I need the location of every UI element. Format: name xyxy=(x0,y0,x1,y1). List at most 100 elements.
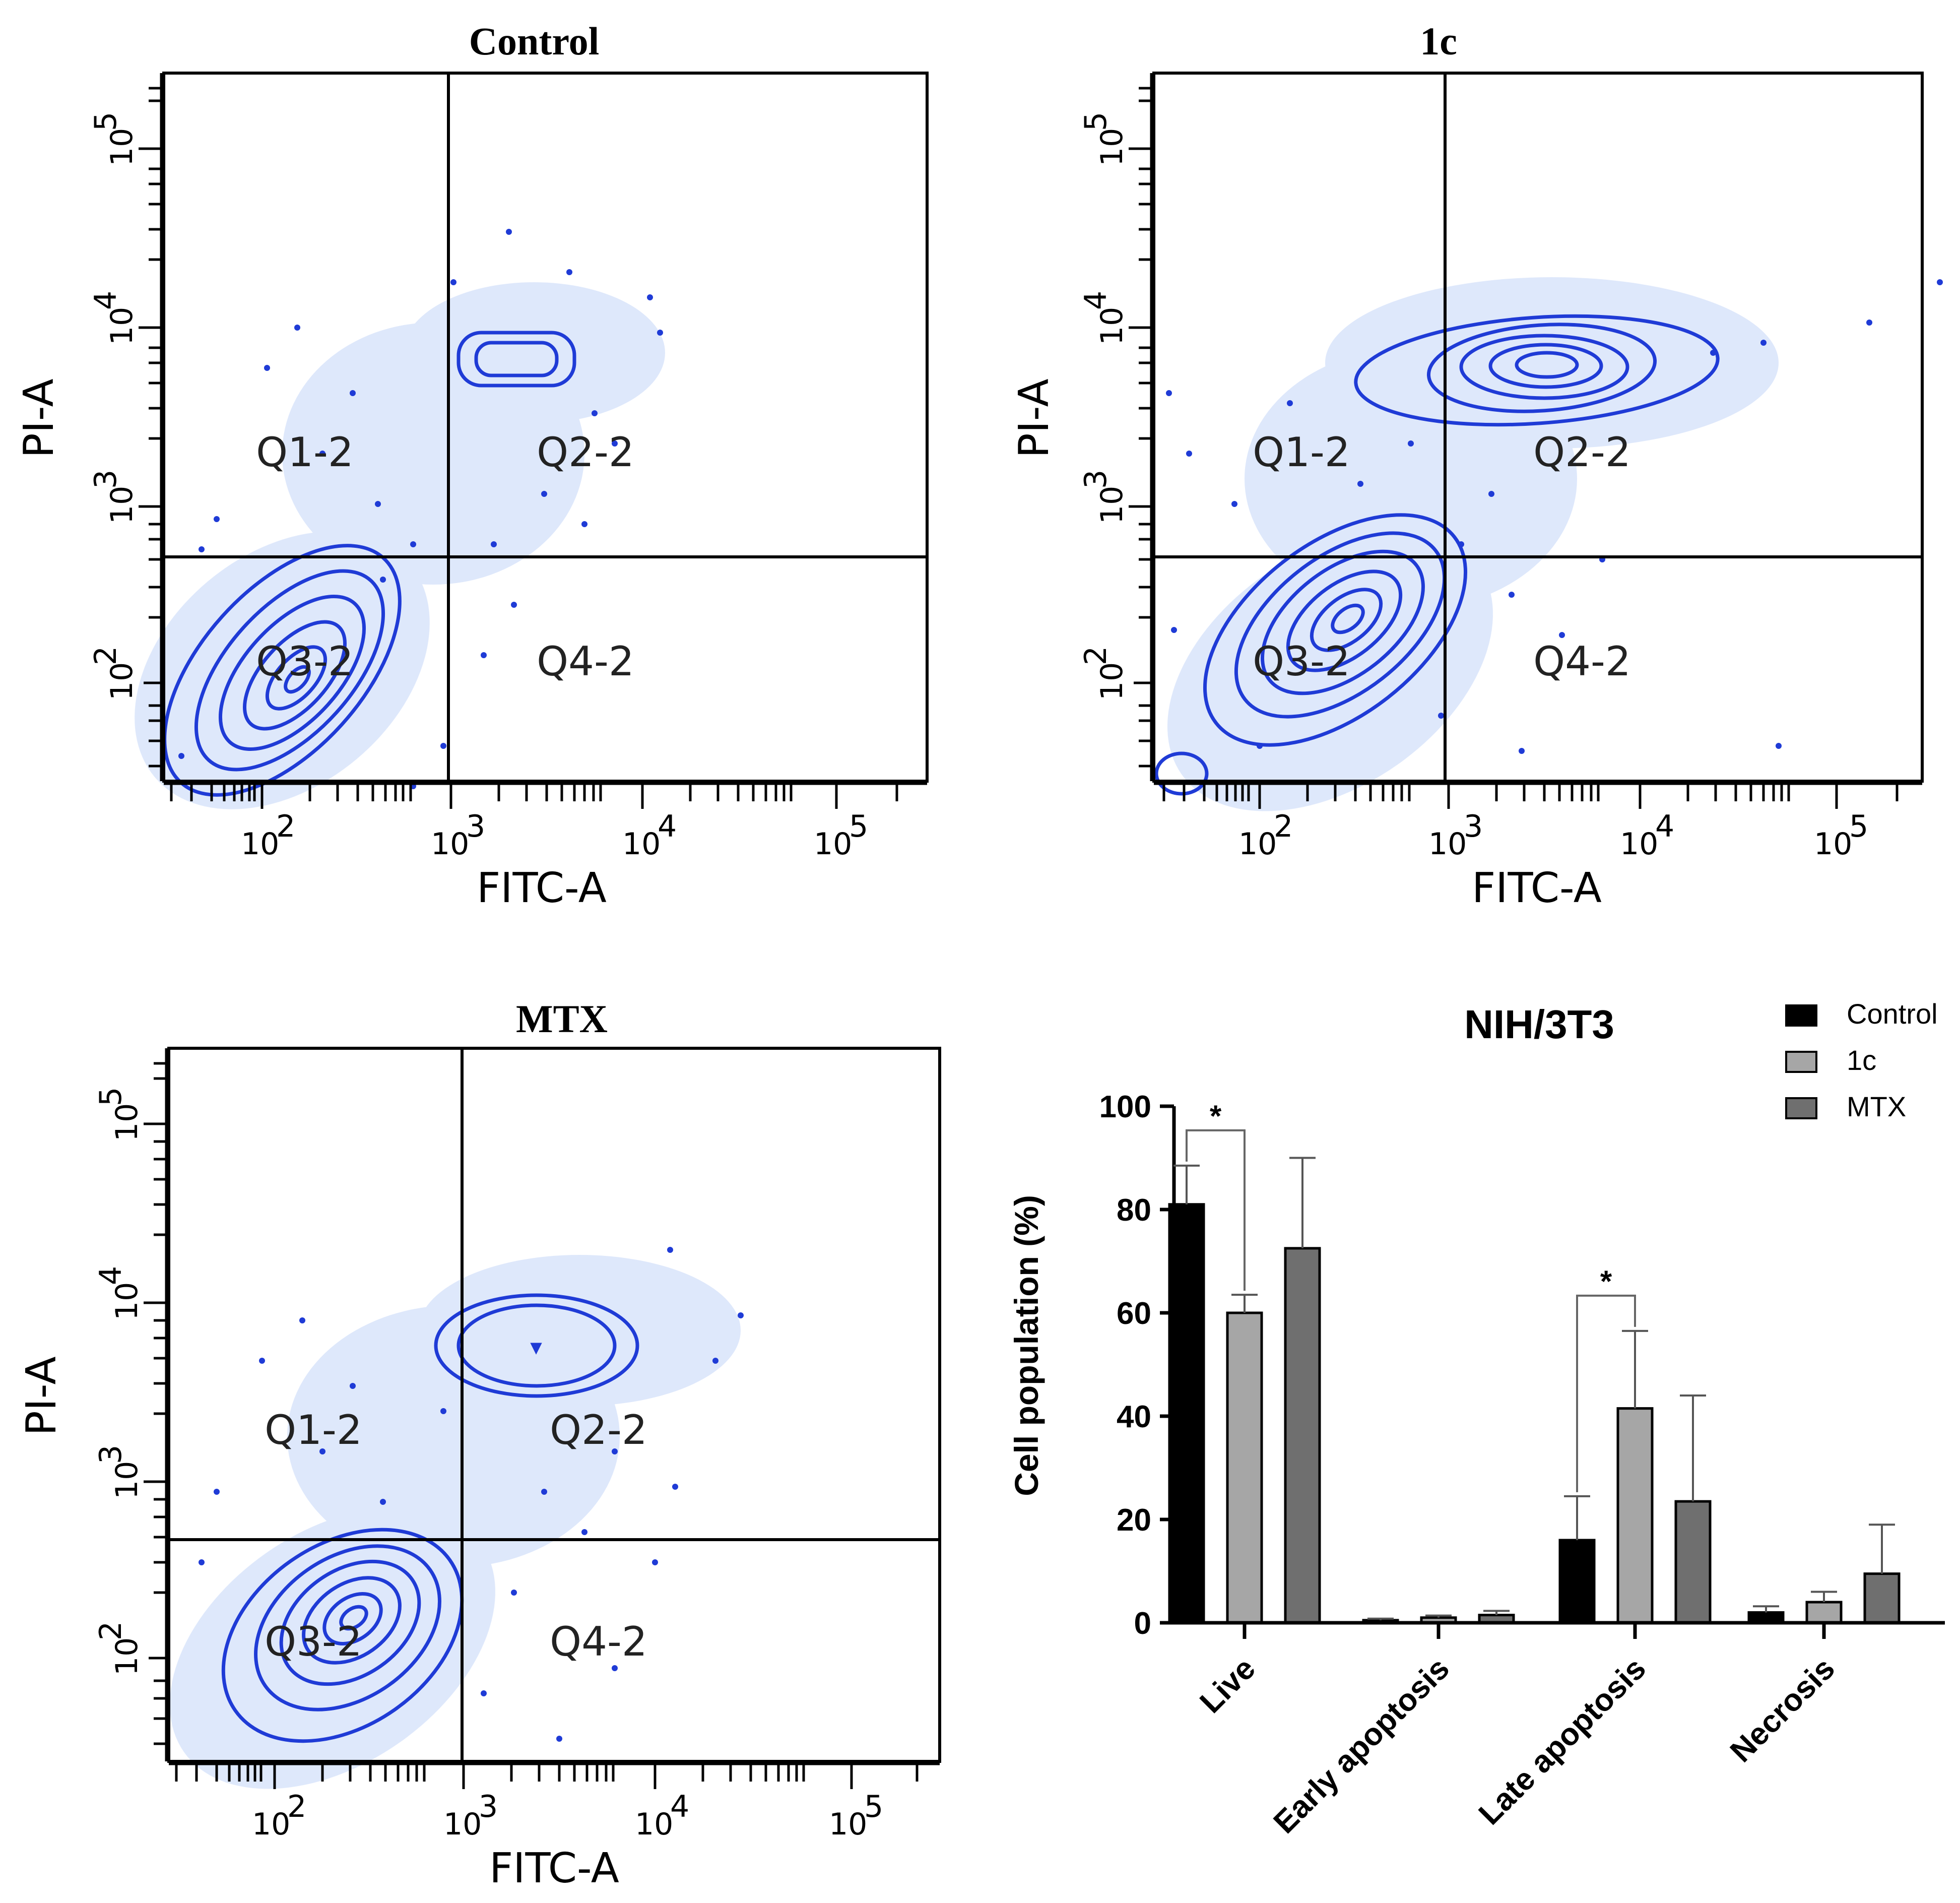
y-tick-exponent: 4 xyxy=(88,291,123,310)
y-tick-label: 10 xyxy=(1094,662,1130,701)
y-tick-exponent: 4 xyxy=(1078,291,1114,310)
bar-1c-necrosis xyxy=(1805,1601,1843,1624)
chart-title: NIH/3T3 xyxy=(1464,1002,1614,1047)
y-tick-label: 10 xyxy=(104,307,140,345)
x-tick-label: 10 xyxy=(1814,827,1852,862)
x-tick-label: 10 xyxy=(1238,827,1277,862)
quadrant-label-q4: Q4-2 xyxy=(550,1618,647,1665)
x-tick-exponent: 3 xyxy=(466,809,485,844)
x-tick-exponent: 4 xyxy=(670,1789,689,1824)
y-axis xyxy=(1129,73,1153,781)
legend-label: MTX xyxy=(1847,1091,1906,1122)
y-tick-label: 10 xyxy=(109,1461,145,1499)
bar-mtx-late-apoptosis xyxy=(1674,1500,1712,1624)
x-tick-exponent: 2 xyxy=(276,809,295,844)
y-tick-label: 0 xyxy=(1134,1606,1151,1641)
x-tick-label: 10 xyxy=(635,1807,673,1842)
y-tick-exponent: 5 xyxy=(1078,112,1114,131)
x-tick-label: Late apoptosis xyxy=(1472,1651,1653,1831)
significance-bracket xyxy=(1186,1129,1246,1291)
legend-swatch-mtx xyxy=(1785,1097,1817,1119)
x-axis-label: FITC-A xyxy=(1472,864,1602,912)
x-tick-label: 10 xyxy=(252,1807,290,1842)
y-tick-label: 20 xyxy=(1117,1503,1151,1538)
quadrant-label-q2: Q2-2 xyxy=(537,429,634,476)
quadrant-label-q3: Q3-2 xyxy=(256,638,354,685)
scatter xyxy=(199,1247,744,1742)
quadrant-label-q4: Q4-2 xyxy=(1533,638,1631,685)
bar-1c-live xyxy=(1226,1311,1263,1624)
panel-title: Control xyxy=(469,19,600,63)
x-tick-label: Necrosis xyxy=(1724,1651,1842,1769)
x-tick-labels: 10 2 10 3 10 4 10 5 xyxy=(1238,809,1868,862)
cloud xyxy=(169,1255,741,1789)
legend-label: 1c xyxy=(1847,1044,1876,1076)
bar-control-late-apoptosis xyxy=(1558,1539,1596,1624)
legend-swatch-1c xyxy=(1785,1051,1817,1073)
x-axis xyxy=(164,782,927,809)
y-axis xyxy=(144,1048,168,1761)
bars xyxy=(1168,1157,1901,1624)
flow-panel-control: Control Q1-2 Q2-2 Q3-2 xyxy=(15,19,929,912)
bar-chart-nih3t3: NIH/3T3 Cell population (%) Control 1c MTX… xyxy=(1008,998,1945,1840)
quadrant-label-q1: Q1-2 xyxy=(265,1407,362,1453)
plot-frame xyxy=(1152,72,1924,783)
x-tick-exponent: 3 xyxy=(479,1789,498,1824)
bar-mtx-necrosis xyxy=(1863,1572,1901,1624)
y-tick-label: 10 xyxy=(109,1282,145,1320)
y-tick-label: 40 xyxy=(1117,1400,1151,1434)
y-tick-labels: 10 2 10 3 10 4 10 5 xyxy=(93,1087,145,1676)
quadrant-label-q3: Q3-2 xyxy=(1253,638,1350,685)
x-tick-label: 10 xyxy=(241,827,279,862)
quadrant-label-q1: Q1-2 xyxy=(1253,429,1350,476)
x-tick-exponent: 4 xyxy=(658,809,677,844)
legend-swatch-control xyxy=(1785,1004,1817,1027)
x-tick-exponent: 2 xyxy=(1274,809,1293,844)
y-axis-label: Cell population (%) xyxy=(1008,1195,1045,1496)
y-tick-exponent: 4 xyxy=(93,1266,128,1285)
y-tick-label: 10 xyxy=(109,1637,145,1676)
y-tick-label: 10 xyxy=(104,486,140,524)
bar-1c-late-apoptosis xyxy=(1616,1407,1654,1624)
contours xyxy=(163,331,576,797)
bar-mtx-live xyxy=(1284,1247,1321,1624)
x-tick-exponent: 5 xyxy=(849,809,868,844)
legend: Control 1c MTX xyxy=(1785,998,1938,1122)
y-tick-exponent: 3 xyxy=(1078,470,1114,489)
x-axis: Live Early apoptosis Late apoptosis Necrosi… xyxy=(1174,1621,1945,1840)
contours xyxy=(221,1293,639,1743)
plot-frame xyxy=(162,72,929,783)
y-tick-exponent: 2 xyxy=(93,1621,128,1640)
y-tick-label: 10 xyxy=(1094,486,1130,524)
significance-marker: * xyxy=(1210,1099,1222,1133)
quadrant-label-q2: Q2-2 xyxy=(1533,429,1631,476)
x-tick-exponent: 5 xyxy=(1849,809,1868,844)
x-tick-label: Early apoptosis xyxy=(1267,1651,1456,1840)
y-axis-label: PI-A xyxy=(1010,378,1058,458)
y-axis: 0 20 40 60 80 100 xyxy=(1099,1090,1176,1641)
cloud xyxy=(1167,277,1779,811)
y-tick-exponent: 2 xyxy=(1078,646,1114,665)
y-tick-label: 60 xyxy=(1117,1296,1151,1331)
scatter xyxy=(178,229,663,789)
y-tick-exponent: 5 xyxy=(88,112,123,131)
x-tick-labels: 10 2 10 3 10 4 10 5 xyxy=(241,809,868,862)
y-tick-label: 10 xyxy=(1094,128,1130,166)
y-tick-exponent: 2 xyxy=(88,646,123,665)
x-tick-label: 10 xyxy=(1428,827,1467,862)
x-tick-label: 10 xyxy=(814,827,852,862)
flow-panel-mtx: MTX Q1-2 Q2-2 Q3-2 Q xyxy=(18,997,941,1892)
flow-panel-1c: 1c Q1-2 xyxy=(1010,19,1943,912)
y-tick-exponent: 3 xyxy=(93,1445,128,1464)
panel-title: MTX xyxy=(516,997,608,1041)
y-axis-label: PI-A xyxy=(18,1356,66,1436)
cloud xyxy=(135,282,665,809)
x-tick-label: 10 xyxy=(443,1807,482,1842)
significance-brackets: ** xyxy=(1186,1099,1636,1492)
scatter xyxy=(1166,279,1943,754)
y-tick-label: 100 xyxy=(1099,1090,1151,1124)
y-tick-label: 10 xyxy=(109,1103,145,1141)
panel-title: 1c xyxy=(1420,19,1457,63)
y-tick-labels: 10 2 10 3 10 4 10 5 xyxy=(88,112,140,701)
x-tick-exponent: 5 xyxy=(864,1789,883,1824)
